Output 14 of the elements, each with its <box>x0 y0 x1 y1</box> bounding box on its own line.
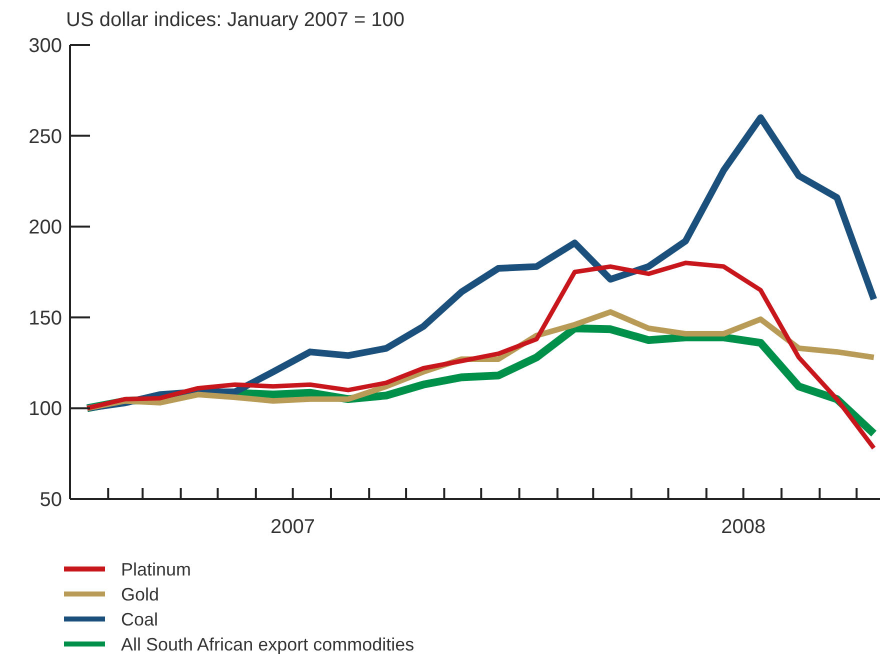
y-tick-label: 250 <box>28 126 62 148</box>
y-tick-label: 50 <box>40 489 62 511</box>
y-tick-label: 300 <box>28 35 62 57</box>
x-tick-label: 2008 <box>721 516 766 538</box>
chart-subtitle: US dollar indices: January 2007 = 100 <box>66 9 405 31</box>
x-tick-label: 2007 <box>270 516 316 538</box>
legend-label: Coal <box>121 609 158 630</box>
y-tick-label: 100 <box>28 398 62 420</box>
legend-label: All South African export commodities <box>121 634 414 654</box>
line-series <box>84 260 876 450</box>
y-tick-label: 150 <box>28 307 62 330</box>
legend-label: Gold <box>121 584 160 604</box>
y-tick-label: 200 <box>28 216 62 239</box>
legend-label: Platinum <box>121 559 192 580</box>
